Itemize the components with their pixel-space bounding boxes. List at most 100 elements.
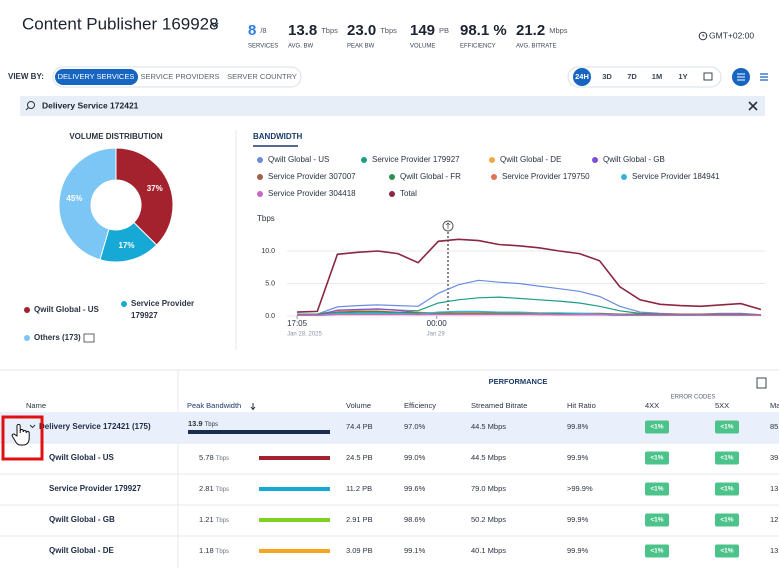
y-tick-label: 10.0 — [261, 248, 275, 255]
peak-value: 2.81 — [199, 484, 214, 493]
filter-bar — [20, 96, 765, 116]
legend-dot — [389, 191, 395, 197]
metric-value: 98.1 % — [460, 22, 507, 39]
legend-label[interactable]: Qwilt Global - GB — [603, 155, 665, 164]
cell: 79.0 Mbps — [471, 484, 506, 493]
error-rate: <1% — [650, 517, 663, 524]
error-badge — [645, 513, 669, 527]
pie-title: VOLUME DISTRIBUTION — [69, 132, 163, 141]
error-badge — [715, 482, 739, 496]
charts: VOLUME DISTRIBUTION 37% 17% 45% Qwilt Global… — [24, 132, 765, 342]
export-icon[interactable] — [756, 377, 767, 389]
cell: 98.6% — [404, 515, 426, 524]
column-header[interactable]: Streamed Bitrate — [471, 401, 527, 410]
error-rate: <1% — [650, 486, 663, 493]
row-expand[interactable] — [29, 424, 36, 429]
range-group — [567, 66, 722, 88]
clear-filter[interactable] — [748, 101, 758, 111]
cell: 13 — [770, 484, 778, 493]
list-view-icon[interactable] — [760, 73, 768, 81]
range-option[interactable]: 1M — [652, 72, 662, 81]
legend-label[interactable]: Service Provider 304418 — [268, 189, 356, 198]
range-option[interactable]: 1Y — [678, 72, 687, 81]
metric-label: PEAK BW — [347, 44, 375, 50]
peak-bandwidth: 13.9 Tbps — [188, 419, 218, 428]
cell: 44.5 Mbps — [471, 453, 506, 462]
peak-bandwidth: 5.78 Tbps — [199, 453, 229, 462]
legend-label[interactable]: Service Provider 184941 — [632, 172, 720, 181]
row-name[interactable]: Service Provider 179927 — [49, 484, 142, 493]
calendar-icon[interactable] — [703, 72, 713, 81]
column-header[interactable]: Hit Ratio — [567, 401, 596, 410]
chart-view-icon — [737, 73, 745, 81]
active-tab-bg — [55, 69, 138, 85]
legend-label[interactable]: Service Provider 307007 — [268, 172, 356, 181]
legend-label[interactable]: Service Provider 179927 — [372, 155, 460, 164]
cell: 44.5 Mbps — [471, 422, 506, 431]
view-tab[interactable]: DELIVERY SERVICES — [58, 72, 135, 81]
error-badge — [645, 544, 669, 558]
view-tab[interactable]: SERVER COUNTRY — [227, 72, 297, 81]
range-option[interactable]: 3D — [602, 72, 612, 81]
group-header: PERFORMANCE — [489, 377, 548, 386]
legend-label[interactable]: Qwilt Global - US — [268, 155, 329, 164]
view-tab[interactable]: SERVICE PROVIDERS — [140, 72, 219, 81]
row-name[interactable]: Qwilt Global - DE — [49, 546, 115, 555]
peak-unit: Tbps — [216, 518, 229, 524]
column-header[interactable]: Efficiency — [404, 401, 436, 410]
peak-value: 13.9 — [188, 419, 203, 428]
error-badge — [715, 544, 739, 558]
metric-label: AVG. BW — [288, 44, 314, 50]
metric-label: AVG. BITRATE — [516, 44, 556, 50]
cell: 99.9% — [567, 515, 589, 524]
error-badge — [715, 420, 739, 434]
peak-unit: Tbps — [216, 549, 229, 555]
column-header[interactable]: Ma — [770, 401, 779, 410]
legend-label: Qwilt Global - US — [34, 305, 100, 314]
range-option[interactable]: 7D — [627, 72, 637, 81]
filter-text: Delivery Service 172421 — [42, 100, 139, 110]
table-icon[interactable] — [83, 333, 95, 343]
row-name[interactable]: Qwilt Global - US — [49, 453, 115, 462]
error-badge — [645, 451, 669, 465]
legend-dot — [621, 174, 627, 180]
legend-dot — [24, 335, 30, 341]
column-header[interactable]: 4XX — [645, 401, 659, 410]
cell: >99.9% — [567, 484, 593, 493]
legend-label[interactable]: Qwilt Global - DE — [500, 155, 561, 164]
cell: 99.1% — [404, 546, 426, 555]
row-name[interactable]: Qwilt Global - GB — [49, 515, 115, 524]
legend-label[interactable]: Total — [400, 189, 417, 198]
peak-bar — [188, 430, 330, 434]
sort-arrow[interactable] — [250, 403, 256, 411]
column-header[interactable]: Volume — [346, 401, 371, 410]
peak-unit: Tbps — [205, 422, 218, 428]
cell: 40.1 Mbps — [471, 546, 506, 555]
chart-tab[interactable]: BANDWIDTH — [253, 132, 303, 141]
page-title[interactable]: Content Publisher 169928 — [22, 14, 219, 33]
title-chevron[interactable] — [210, 22, 219, 28]
legend-label: Others (173) — [34, 333, 81, 342]
legend-dot — [491, 174, 497, 180]
y-axis-label: Tbps — [257, 214, 275, 223]
peak-bandwidth: 1.18 Tbps — [199, 546, 229, 555]
cell: 97.0% — [404, 422, 426, 431]
legend-label[interactable]: Service Provider 179750 — [502, 172, 590, 181]
active-range-bg — [573, 68, 591, 86]
legend-label[interactable]: Qwilt Global - FR — [400, 172, 461, 181]
legend-label: Service Provider 179927 — [131, 299, 194, 320]
column-header[interactable]: 5XX — [715, 401, 729, 410]
error-rate: <1% — [720, 486, 733, 493]
cell: 11.2 PB — [346, 484, 372, 493]
peak-bar — [259, 456, 330, 460]
view-by-label: VIEW BY: — [8, 72, 44, 81]
column-header[interactable]: Peak Bandwidth — [187, 401, 241, 410]
range-option[interactable]: 24H — [575, 72, 589, 81]
metric-value: 13.8 — [288, 22, 317, 39]
row-name[interactable]: Delivery Service 172421 (175) — [39, 422, 151, 431]
y-tick-label: 0.0 — [265, 313, 275, 320]
x-tick-label: 17:05 — [287, 319, 308, 328]
table-rows: PERFORMANCE ERROR CODES Name Peak Bandwidth… — [0, 377, 779, 558]
